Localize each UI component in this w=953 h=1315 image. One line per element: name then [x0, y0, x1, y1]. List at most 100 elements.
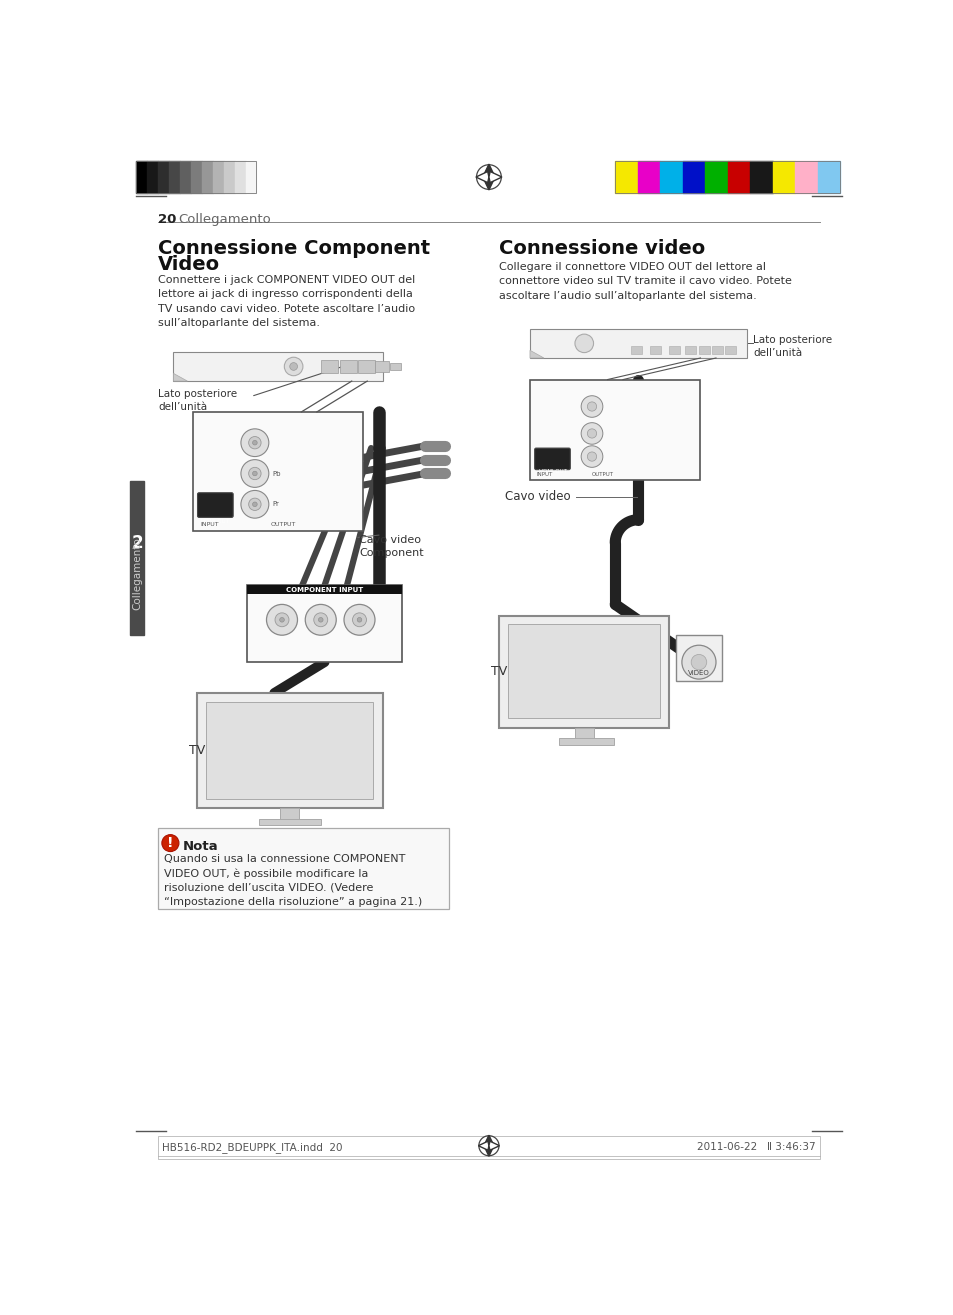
Circle shape — [691, 655, 706, 669]
Polygon shape — [483, 164, 494, 178]
Bar — [684, 346, 695, 354]
Circle shape — [253, 441, 257, 444]
Circle shape — [356, 618, 361, 622]
Bar — [147, 160, 158, 193]
Bar — [173, 352, 382, 381]
Circle shape — [318, 618, 323, 622]
Bar — [357, 359, 375, 373]
Circle shape — [241, 460, 269, 488]
Bar — [247, 585, 402, 594]
Bar — [637, 160, 659, 193]
Circle shape — [290, 363, 297, 371]
Bar — [247, 585, 402, 663]
Bar — [234, 160, 245, 193]
Circle shape — [580, 422, 602, 444]
Bar — [180, 160, 191, 193]
Bar — [130, 481, 144, 635]
Text: Pr: Pr — [272, 501, 278, 508]
Text: OUTPUT: OUTPUT — [592, 472, 614, 476]
Text: Cavo video: Cavo video — [505, 490, 570, 504]
Circle shape — [587, 402, 596, 412]
Bar — [196, 693, 382, 809]
Text: Cavo video
Component: Cavo video Component — [359, 535, 424, 559]
FancyBboxPatch shape — [534, 448, 570, 469]
Circle shape — [305, 605, 335, 635]
Text: Collegamento: Collegamento — [178, 213, 271, 226]
Text: 20: 20 — [158, 213, 176, 226]
Bar — [704, 160, 727, 193]
Text: 2011-06-22   Ⅱ 3:46:37: 2011-06-22 Ⅱ 3:46:37 — [697, 1143, 815, 1152]
Text: Collegare il connettore VIDEO OUT del lettore al
connettore video sul TV tramite: Collegare il connettore VIDEO OUT del le… — [498, 262, 791, 301]
Bar — [727, 160, 749, 193]
Text: !: ! — [167, 836, 173, 849]
Bar — [682, 160, 704, 193]
Text: INPUT: INPUT — [536, 472, 552, 476]
Circle shape — [249, 498, 261, 510]
Bar — [136, 160, 256, 193]
Text: Lato posteriore
dell’unità: Lato posteriore dell’unità — [753, 335, 831, 358]
Bar — [158, 827, 448, 909]
Bar — [158, 1136, 819, 1159]
Polygon shape — [173, 373, 187, 381]
Text: Nota: Nota — [183, 840, 218, 853]
Text: Connettere i jack COMPONENT VIDEO OUT del
lettore ai jack di ingresso corrispond: Connettere i jack COMPONENT VIDEO OUT de… — [158, 275, 415, 327]
Bar — [558, 739, 613, 744]
Bar — [213, 160, 223, 193]
Circle shape — [241, 490, 269, 518]
Bar — [169, 160, 180, 193]
FancyBboxPatch shape — [197, 493, 233, 517]
Bar — [615, 160, 840, 193]
Bar — [340, 359, 356, 373]
Text: Connessione Component: Connessione Component — [158, 238, 430, 258]
Bar — [390, 363, 401, 371]
Circle shape — [580, 396, 602, 417]
Polygon shape — [488, 171, 501, 183]
Circle shape — [253, 502, 257, 506]
Bar — [575, 727, 593, 739]
Text: VIDEO: VIDEO — [687, 671, 709, 676]
Bar — [817, 160, 840, 193]
Bar — [202, 160, 213, 193]
Text: Connessione video: Connessione video — [498, 238, 704, 258]
Bar — [193, 412, 363, 531]
Bar — [280, 809, 298, 821]
Text: Collegamento: Collegamento — [132, 538, 142, 610]
Bar — [711, 346, 722, 354]
Polygon shape — [530, 350, 543, 358]
Circle shape — [266, 605, 297, 635]
Circle shape — [279, 618, 284, 622]
Bar — [659, 160, 682, 193]
Circle shape — [162, 835, 179, 852]
Bar — [375, 362, 389, 372]
Bar — [206, 702, 373, 800]
Circle shape — [575, 334, 593, 352]
Text: COMPONENT INPUT: COMPONENT INPUT — [286, 586, 363, 593]
Bar — [615, 160, 637, 193]
Bar — [675, 635, 721, 681]
Bar — [245, 160, 256, 193]
Bar — [223, 160, 234, 193]
Circle shape — [587, 452, 596, 462]
Bar — [530, 329, 746, 358]
Circle shape — [274, 613, 289, 627]
Bar — [772, 160, 794, 193]
Circle shape — [249, 437, 261, 448]
Circle shape — [580, 446, 602, 467]
Polygon shape — [477, 1141, 488, 1151]
Text: Quando si usa la connessione COMPONENT
VIDEO OUT, è possibile modificare la
riso: Quando si usa la connessione COMPONENT V… — [164, 853, 422, 906]
Text: OUTPUT: OUTPUT — [270, 522, 295, 527]
Text: HDMI OUT: HDMI OUT — [538, 469, 566, 475]
Text: HDMI OUT: HDMI OUT — [201, 518, 229, 523]
Bar — [530, 380, 700, 480]
Polygon shape — [476, 171, 488, 183]
Circle shape — [314, 613, 328, 627]
Text: TV: TV — [189, 744, 205, 757]
Bar — [498, 615, 669, 727]
Circle shape — [249, 467, 261, 480]
Bar — [191, 160, 202, 193]
Bar — [724, 346, 736, 354]
Circle shape — [353, 613, 366, 627]
Bar — [258, 819, 320, 826]
Bar — [136, 160, 147, 193]
Text: Video: Video — [158, 255, 220, 274]
